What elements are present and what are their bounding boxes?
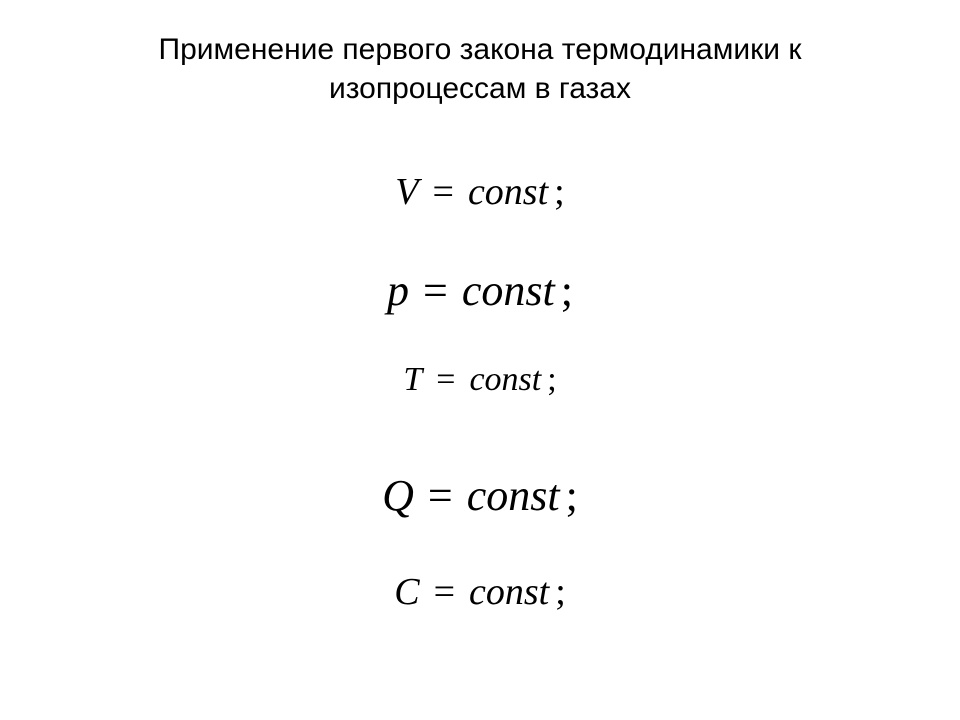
equation-t-const: T = const; (0, 360, 960, 399)
slide: Применение первого закона термодинамики … (0, 0, 960, 720)
equation-variable: Q (382, 471, 414, 520)
equation-rhs: const (469, 361, 541, 398)
equation-equals: = (434, 571, 455, 613)
equation-rhs: const (469, 571, 549, 613)
equation-q-const: Q = const; (0, 470, 960, 521)
equation-variable: C (394, 571, 419, 613)
equation-v-const: V = const; (0, 170, 960, 214)
equation-p-const: p = const; (0, 265, 960, 316)
equation-semicolon: ; (547, 361, 556, 398)
equation-semicolon: ; (555, 571, 566, 613)
title-line-1: Применение первого закона термодинамики … (159, 33, 802, 66)
equation-variable: V (395, 171, 418, 213)
equation-equals: = (433, 171, 454, 213)
equation-equals: = (423, 266, 448, 315)
equation-semicolon: ; (554, 171, 565, 213)
equation-rhs: const (468, 171, 548, 213)
equation-rhs: const (467, 471, 560, 520)
title-line-2: изопроцессам в газах (329, 72, 631, 105)
slide-title: Применение первого закона термодинамики … (0, 30, 960, 108)
equation-variable: T (403, 361, 422, 398)
equation-semicolon: ; (561, 266, 573, 315)
equation-semicolon: ; (566, 471, 578, 520)
equation-variable: p (387, 266, 409, 315)
equation-rhs: const (462, 266, 555, 315)
equation-equals: = (436, 361, 455, 398)
equation-c-const: C = const; (0, 570, 960, 614)
equation-equals: = (428, 471, 453, 520)
